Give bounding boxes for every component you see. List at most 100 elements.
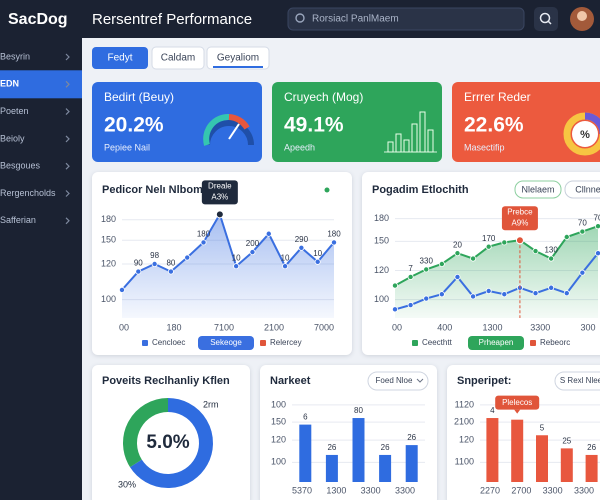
y-tick-label: 150	[101, 235, 116, 245]
menu-item[interactable]: Rergencholds	[0, 188, 56, 198]
y-tick-label: 100	[101, 294, 116, 304]
search-box[interactable]	[287, 7, 525, 31]
y-tick-label: 120	[101, 258, 116, 268]
x-tick-label: 1300	[326, 485, 346, 495]
legend-swatch[interactable]	[412, 340, 418, 346]
donut-icon-hole	[572, 121, 598, 147]
chart-button-label: Nlelaem	[521, 184, 554, 194]
menu-item[interactable]: Beioly	[0, 133, 25, 143]
chevron	[65, 162, 70, 170]
point	[167, 268, 174, 275]
y-tick-label: 120	[271, 435, 286, 445]
point	[501, 239, 508, 246]
dropdown-label: S Rexl Nlee	[560, 376, 600, 385]
x-tick-label: 3300	[543, 485, 563, 495]
point-label: 180	[197, 230, 211, 239]
menu-item[interactable]: Besyrin	[0, 51, 30, 61]
legend-label: Ceecthtt	[422, 338, 453, 347]
point	[151, 260, 158, 267]
search-button[interactable]	[534, 7, 558, 31]
point	[314, 258, 321, 265]
point-label: 70	[594, 213, 600, 222]
tooltip-point	[515, 236, 524, 245]
point-label: 170	[482, 234, 496, 243]
dropdown[interactable]	[554, 371, 600, 391]
legend-swatch[interactable]	[530, 340, 536, 346]
kpi-card	[452, 82, 600, 162]
x-tick-label: 180	[166, 322, 181, 332]
kpi-title: Errrer Reder	[464, 90, 531, 104]
legend-pill[interactable]	[468, 336, 524, 350]
point	[330, 239, 337, 246]
x-tick-label: 3300	[530, 322, 550, 332]
status-dot	[324, 187, 330, 193]
tab[interactable]	[206, 46, 270, 70]
point	[438, 291, 445, 298]
search-glyph	[295, 13, 305, 23]
tab[interactable]	[92, 47, 148, 69]
gauge-arc-red	[228, 114, 250, 130]
donut-icon-text: %	[580, 129, 590, 141]
bar-label: 25	[562, 436, 571, 445]
legend-swatch[interactable]	[142, 340, 148, 346]
bar	[536, 435, 548, 482]
dropdown-label: Foed Nloe	[376, 376, 413, 385]
chart-title: Snperipet:	[457, 375, 511, 387]
search-placeholder: Rorsiacl PanlMaem	[312, 14, 399, 25]
chart-button[interactable]	[514, 180, 562, 199]
tab-label: Caldam	[161, 53, 195, 64]
tooltip-point	[215, 210, 224, 219]
point	[423, 266, 430, 273]
legend-swatch[interactable]	[260, 340, 266, 346]
point	[135, 268, 142, 275]
menu-item[interactable]: EDN	[0, 79, 19, 89]
point	[454, 250, 461, 257]
point-label: 7	[408, 264, 413, 273]
kpi-value: 22.6%	[464, 114, 524, 137]
legend-pill[interactable]	[198, 336, 254, 350]
chevron	[65, 190, 70, 197]
avatar-face	[577, 11, 587, 21]
x-tick-label: 7000	[314, 322, 334, 332]
menu-item[interactable]: Besgoues	[0, 161, 41, 171]
point	[407, 302, 414, 309]
donut-center: 5.0%	[146, 432, 189, 453]
chart-button-label: Cllnne	[575, 184, 600, 194]
chart-button[interactable]	[564, 180, 600, 199]
point	[485, 243, 492, 250]
tooltip-pointer	[514, 409, 521, 414]
point-label: 10	[313, 249, 322, 258]
menu-item[interactable]: Safferian	[0, 215, 36, 225]
y-tick-label: 1100	[455, 457, 474, 467]
point-label: 130	[544, 246, 558, 255]
tab[interactable]	[151, 46, 205, 70]
x-tick-label: 2270	[480, 485, 500, 495]
point	[532, 290, 539, 297]
donut-segment	[123, 398, 169, 468]
x-tick-label: 3300	[395, 485, 415, 495]
point	[200, 239, 207, 246]
bar	[325, 454, 338, 482]
menu-item[interactable]: Poeten	[0, 106, 29, 116]
point	[249, 249, 256, 256]
y-tick-label: 100	[271, 399, 286, 409]
x-tick-label: 3300	[574, 485, 594, 495]
search-icon-handle	[547, 20, 552, 25]
tooltip	[495, 395, 540, 410]
point-label: 290	[295, 235, 309, 244]
point	[563, 290, 570, 297]
gauge-arc	[203, 114, 230, 146]
y-tick-label: 100	[374, 294, 389, 304]
y-tick-label: 180	[101, 214, 116, 224]
mini-bar	[395, 133, 402, 153]
point-label: 330	[420, 257, 434, 266]
tooltip-text: Dreale	[208, 181, 232, 190]
dropdown[interactable]	[367, 371, 429, 391]
mini-bar	[411, 123, 418, 153]
x-tick-label: 5370	[292, 485, 312, 495]
bar	[352, 418, 365, 482]
point	[579, 269, 586, 276]
point	[470, 255, 477, 262]
kpi-caption: Masectifip	[464, 142, 505, 152]
